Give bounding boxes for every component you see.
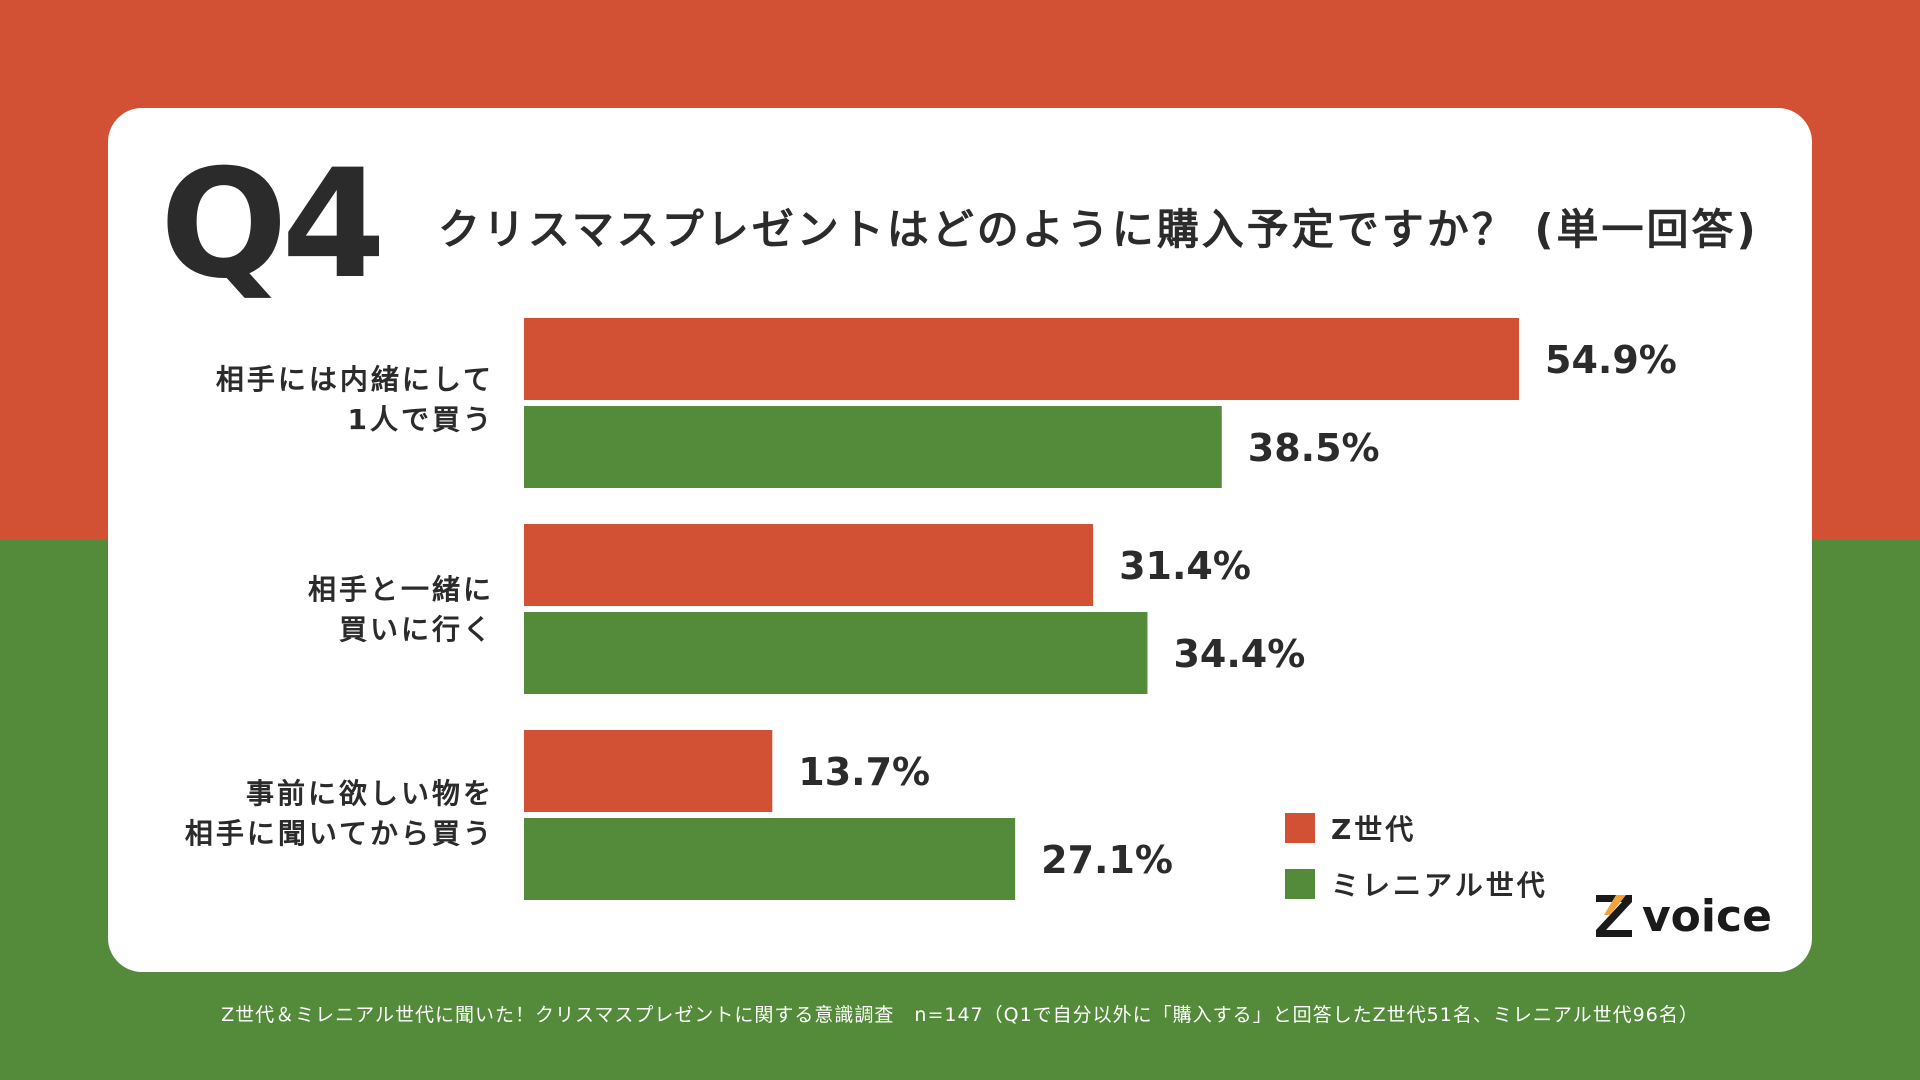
data-label: 27.1% [1041, 838, 1173, 882]
data-label: 13.7% [798, 750, 930, 794]
legend-swatch-millennial [1285, 869, 1315, 899]
bar-millennial-1 [524, 612, 1148, 694]
survey-footnote: Z世代＆ミレニアル世代に聞いた！クリスマスプレゼントに関する意識調査 n=147… [221, 1004, 1699, 1026]
legend-swatch-gen-z [1285, 813, 1315, 843]
logo-text: voice [1642, 890, 1772, 942]
category-label: 相手と一緒に 買いに行く [307, 573, 494, 646]
bar-gen-z-2 [524, 730, 773, 812]
zvoice-logo: voice [1594, 886, 1772, 946]
legend-label-millennial: ミレニアル世代 [1331, 869, 1548, 902]
bar-gen-z-1 [524, 524, 1094, 606]
category-label: 相手には内緒にして 1人で買う [215, 363, 494, 436]
data-label: 38.5% [1248, 426, 1380, 470]
bar-millennial-0 [524, 406, 1222, 488]
data-label: 34.4% [1173, 632, 1305, 676]
legend-item-millennial: ミレニアル世代 [1285, 864, 1548, 904]
bar-gen-z-0 [524, 318, 1519, 400]
bar-millennial-2 [524, 818, 1016, 900]
category-label: 事前に欲しい物を 相手に聞いてから買う [184, 777, 494, 850]
data-label: 54.9% [1545, 338, 1677, 382]
question-title: クリスマスプレゼントはどのように購入予定ですか？ (単一回答) [438, 205, 1759, 254]
legend-label-gen-z: Z世代 [1331, 813, 1417, 846]
question-number: Q4 [160, 138, 386, 312]
z-logo-icon [1596, 895, 1632, 937]
legend-item-gen-z: Z世代 [1285, 808, 1416, 848]
data-label: 31.4% [1119, 544, 1251, 588]
